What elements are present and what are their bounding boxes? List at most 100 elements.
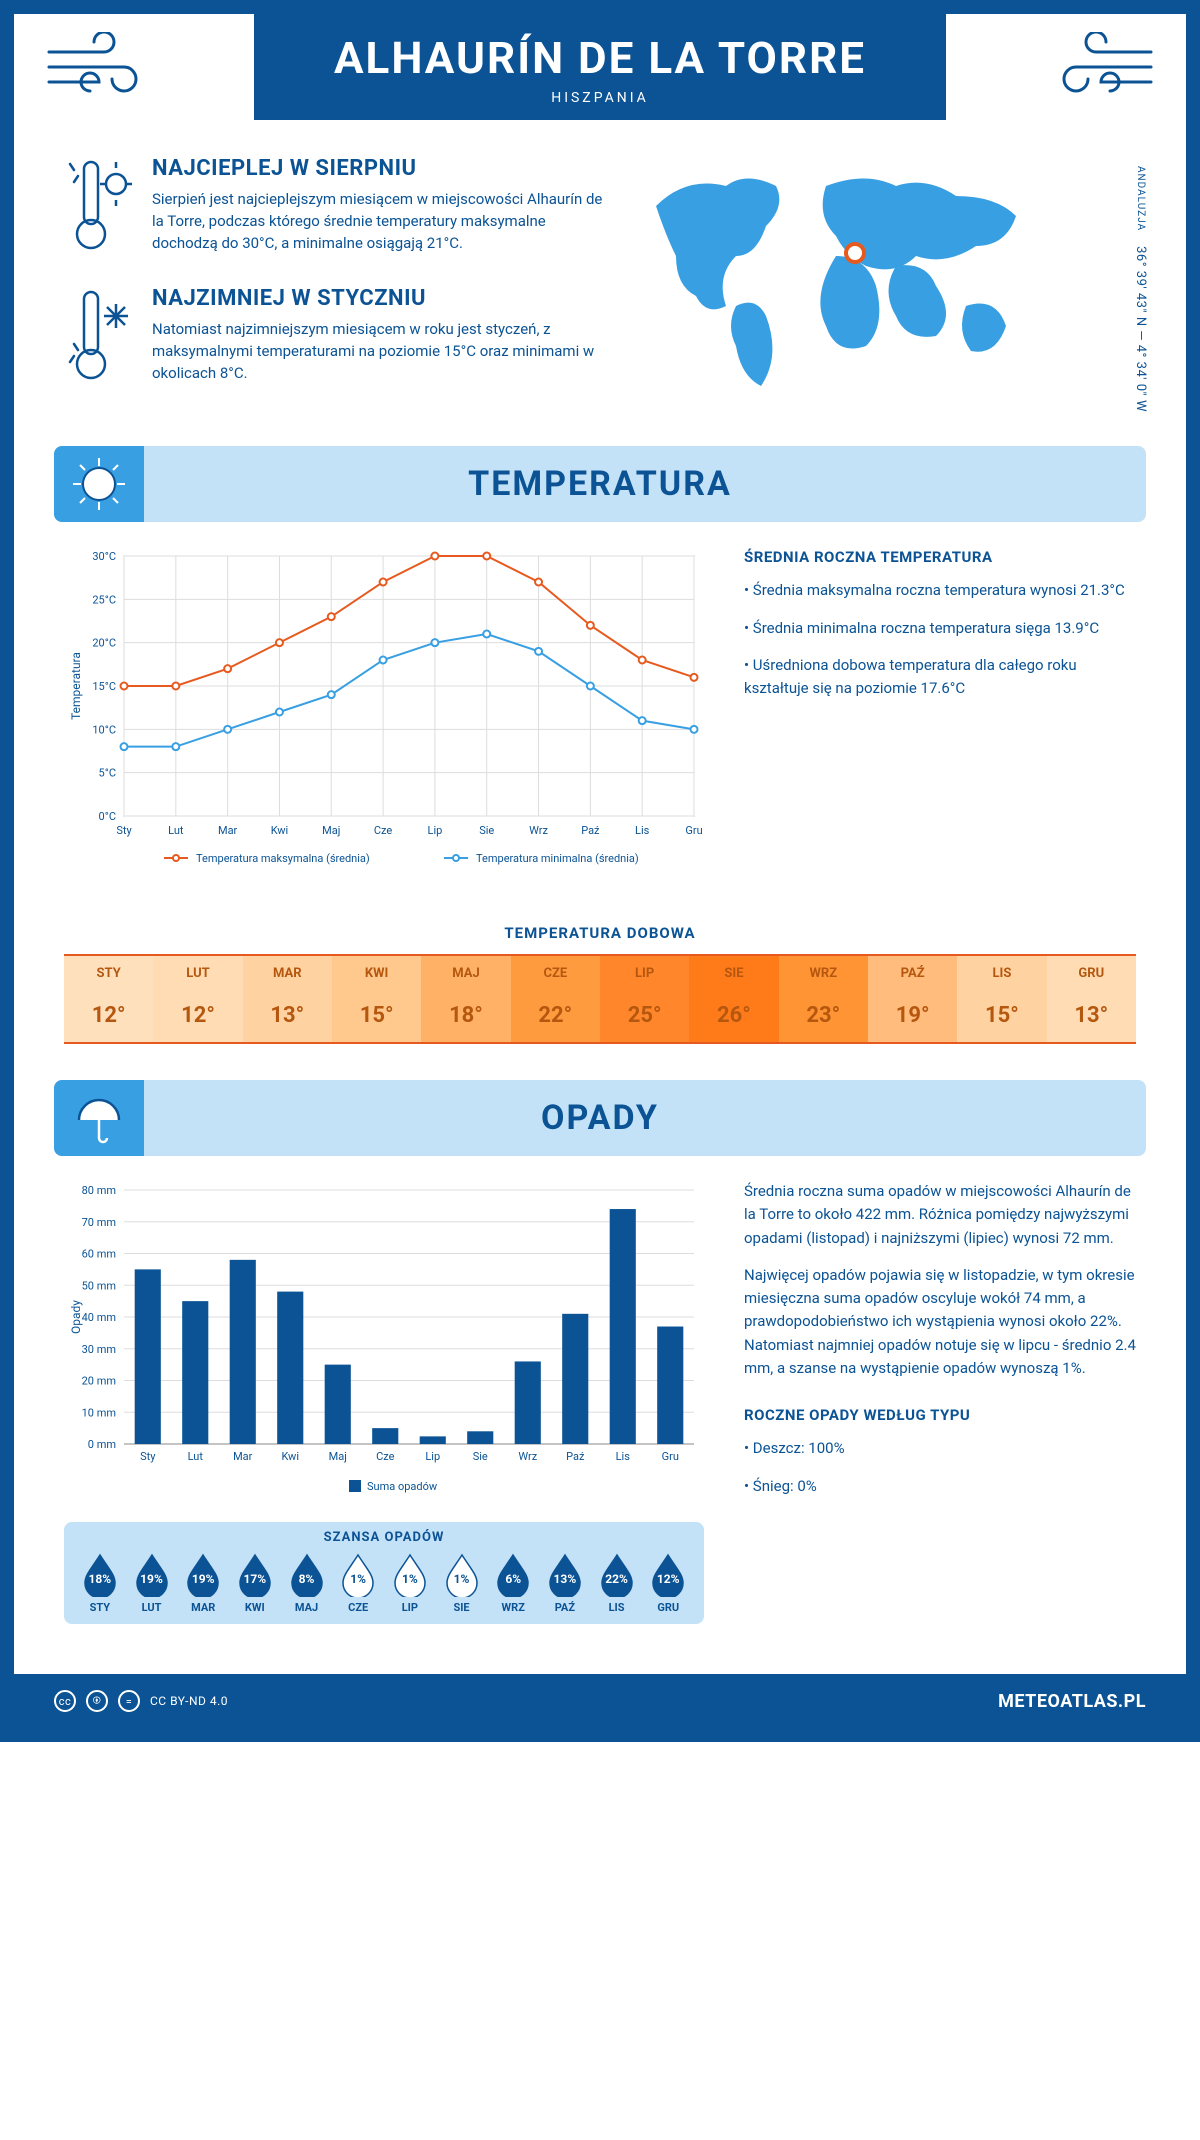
chance-percent: 19% [184,1553,222,1597]
svg-text:Gru: Gru [685,824,702,837]
raindrop-icon: 8% [288,1553,326,1597]
precip-section-band: OPADY [54,1080,1146,1156]
svg-text:Sty: Sty [116,824,132,837]
daily-month-label: CZE [511,956,600,991]
header-wrap: ALHAURÍN DE LA TORRE HISZPANIA [14,14,1186,120]
svg-text:70 mm: 70 mm [82,1216,116,1229]
svg-text:Sie: Sie [473,1450,488,1463]
svg-text:Lip: Lip [425,1450,440,1463]
raindrop-icon: 17% [236,1553,274,1597]
svg-text:Cze: Cze [376,1450,395,1463]
daily-cell: MAR13° [243,956,332,1042]
chance-month-label: SIE [438,1601,486,1614]
daily-temp-value: 18° [421,991,510,1042]
svg-text:Temperatura minimalna (średnia: Temperatura minimalna (średnia) [476,852,639,865]
precip-chance-title: SZANSA OPADÓW [76,1530,692,1545]
chance-percent: 1% [391,1553,429,1597]
wind-icon [44,32,154,102]
precip-chart-row: 0 mm10 mm20 mm30 mm40 mm50 mm60 mm70 mm8… [14,1180,1186,1644]
daily-temp-value: 25° [600,991,689,1042]
precip-title: OPADY [54,1098,1146,1138]
precip-bytype-line: • Deszcz: 100% [744,1437,1136,1460]
daily-temp-value: 13° [243,991,332,1042]
coordinates-value: 36° 39' 43" N — 4° 34' 0" W [1133,246,1148,412]
svg-text:25°C: 25°C [92,593,116,606]
raindrop-icon: 1% [339,1553,377,1597]
svg-text:0°C: 0°C [99,810,116,823]
daily-month-label: LUT [153,956,242,991]
chance-item: 18%STY [76,1553,124,1614]
raindrop-icon: 19% [133,1553,171,1597]
daily-temp-value: 22° [511,991,600,1042]
svg-text:Suma opadów: Suma opadów [367,1480,438,1493]
chance-item: 6%WRZ [489,1553,537,1614]
thermometer-hot-icon [64,156,134,260]
daily-month-label: LIS [957,956,1046,991]
intro-left: NAJCIEPLEJ W SIERPNIU Sierpień jest najc… [64,156,606,416]
svg-text:30 mm: 30 mm [82,1343,116,1356]
chance-month-label: LIS [593,1601,641,1614]
daily-cell: SIE26° [689,956,778,1042]
region-label: ANDALUZJA [1135,166,1146,231]
svg-text:Temperatura maksymalna (średni: Temperatura maksymalna (średnia) [196,852,370,865]
svg-text:5°C: 5°C [99,767,116,780]
daily-cell: CZE22° [511,956,600,1042]
world-map-svg [636,156,1076,396]
daily-temp-value: 26° [689,991,778,1042]
warmest-text: Sierpień jest najcieplejszym miesiącem w… [152,189,606,254]
raindrop-icon: 13% [546,1553,584,1597]
raindrop-icon: 19% [184,1553,222,1597]
svg-text:60 mm: 60 mm [82,1248,116,1261]
svg-text:Maj: Maj [322,824,340,837]
svg-text:0 mm: 0 mm [88,1438,116,1451]
svg-text:Cze: Cze [374,824,393,837]
precip-paragraph: Najwięcej opadów pojawia się w listopadz… [744,1264,1136,1380]
header-band: ALHAURÍN DE LA TORRE HISZPANIA [254,14,946,120]
daily-cell: LIS15° [957,956,1046,1042]
chance-item: 1% SIE [438,1553,486,1614]
footer: cc 🅯 = CC BY-ND 4.0 METEOATLAS.PL [14,1674,1186,1728]
svg-text:80 mm: 80 mm [82,1184,116,1197]
umbrella-icon [54,1080,144,1156]
daily-month-label: MAJ [421,956,510,991]
svg-text:40 mm: 40 mm [82,1311,116,1324]
chance-month-label: LUT [128,1601,176,1614]
sun-icon [54,446,144,522]
chance-percent: 18% [81,1553,119,1597]
temperature-summary-title: ŚREDNIA ROCZNA TEMPERATURA [744,546,1136,569]
svg-text:Paź: Paź [566,1450,585,1463]
by-icon: 🅯 [86,1690,108,1712]
svg-text:Wrz: Wrz [529,824,548,837]
daily-temp-value: 19° [868,991,957,1042]
temperature-title: TEMPERATURA [54,464,1146,504]
daily-month-label: KWI [332,956,421,991]
chance-percent: 17% [236,1553,274,1597]
svg-text:30°C: 30°C [92,550,116,563]
svg-text:Lut: Lut [168,824,184,837]
daily-cell: PAŹ19° [868,956,957,1042]
svg-text:Maj: Maj [329,1450,347,1463]
svg-text:10°C: 10°C [92,723,116,736]
svg-text:Lis: Lis [635,824,650,837]
chance-item: 1% LIP [386,1553,434,1614]
coldest-block: NAJZIMNIEJ W STYCZNIU Natomiast najzimni… [64,286,606,390]
chance-percent: 19% [133,1553,171,1597]
svg-text:Sie: Sie [479,824,494,837]
raindrop-icon: 1% [391,1553,429,1597]
chance-percent: 1% [443,1553,481,1597]
daily-month-label: WRZ [779,956,868,991]
chance-percent: 22% [598,1553,636,1597]
precip-bytype-title: ROCZNE OPADY WEDŁUG TYPU [744,1404,1136,1427]
temp-bullet: • Średnia minimalna roczna temperatura s… [744,617,1136,640]
chance-percent: 1% [339,1553,377,1597]
chance-item: 8%MAJ [283,1553,331,1614]
chance-item: 12%GRU [644,1553,692,1614]
daily-month-label: SIE [689,956,778,991]
raindrop-icon: 22% [598,1553,636,1597]
svg-text:Opady: Opady [69,1300,83,1334]
svg-text:20°C: 20°C [92,637,116,650]
svg-text:10 mm: 10 mm [82,1406,116,1419]
daily-month-label: PAŹ [868,956,957,991]
chance-month-label: LIP [386,1601,434,1614]
precip-summary: Średnia roczna suma opadów w miejscowośc… [744,1180,1136,1624]
